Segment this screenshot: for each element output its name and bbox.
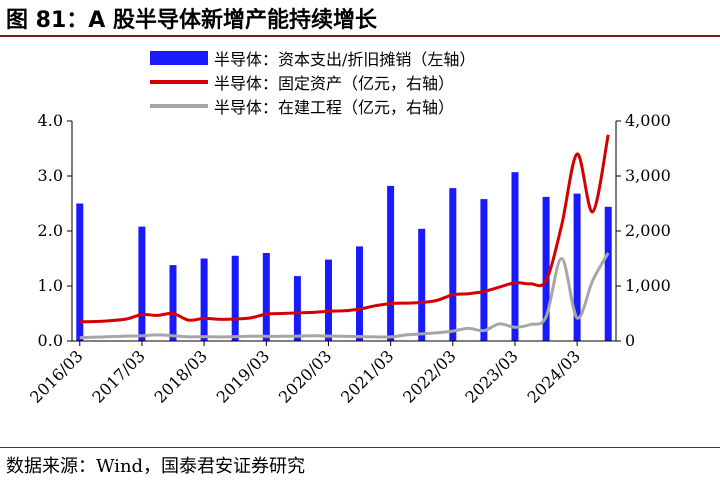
legend-item-capex: 半导体：资本支出/折旧摊销（左轴） xyxy=(150,46,475,70)
bar-capex xyxy=(604,206,612,341)
bar-capex xyxy=(138,226,146,341)
bar-capex xyxy=(200,258,208,341)
bar-capex xyxy=(573,193,581,341)
chart: 0.0 1.0 2.0 3.0 4.0 0 1,000 2,000 3,000 4,000 2016… xyxy=(26,111,671,407)
x-tick-label: 2021/03 xyxy=(337,346,397,406)
bar-capex xyxy=(511,172,519,341)
bar-capex xyxy=(418,228,426,341)
bar-capex xyxy=(356,246,363,341)
bar-capex xyxy=(293,276,301,341)
x-tick-label: 2023/03 xyxy=(461,346,521,406)
legend-item-construction: 半导体：在建工程（亿元，右轴） xyxy=(150,94,475,118)
x-tick-label: 2020/03 xyxy=(275,346,335,406)
bar-capex xyxy=(449,188,457,341)
legend-swatch-capex xyxy=(150,51,208,65)
right-tick-label: 3,000 xyxy=(625,166,671,185)
right-tick-label: 0 xyxy=(625,331,635,350)
bar-capex xyxy=(169,265,177,341)
legend-label-construction: 半导体：在建工程（亿元，右轴） xyxy=(214,98,455,117)
bar-capex xyxy=(325,259,332,341)
legend-item-fixed-assets: 半导体：固定资产（亿元，右轴） xyxy=(150,70,475,94)
right-tick-label: 2,000 xyxy=(625,221,671,240)
line-fixed-assets xyxy=(79,134,610,324)
bar-capex xyxy=(480,199,488,341)
bar-capex xyxy=(542,196,550,341)
x-tick-label: 2017/03 xyxy=(88,346,148,406)
x-tick-label: 2022/03 xyxy=(399,346,459,406)
x-tick-label: 2024/03 xyxy=(524,346,584,406)
x-tick-label: 2019/03 xyxy=(213,346,273,406)
legend-swatch-fixed-assets xyxy=(150,80,208,84)
x-tick-label: 2018/03 xyxy=(151,346,211,406)
bar-capex xyxy=(76,203,84,341)
left-tick-label: 0.0 xyxy=(38,331,63,350)
legend-label-fixed-assets: 半导体：固定资产（亿元，右轴） xyxy=(214,74,455,93)
chart-title: 图 81：A 股半导体新增产能持续增长 xyxy=(6,8,377,33)
legend-swatch-construction xyxy=(150,104,208,108)
source-divider xyxy=(0,447,720,448)
source-note: 数据来源：Wind，国泰君安证券研究 xyxy=(6,456,306,477)
left-tick-label: 3.0 xyxy=(38,166,63,185)
left-tick-label: 1.0 xyxy=(38,276,63,295)
title-divider xyxy=(0,35,720,37)
bar-capex xyxy=(262,253,270,341)
bar-capex xyxy=(387,185,395,341)
right-tick-label: 1,000 xyxy=(625,276,671,295)
line-construction xyxy=(79,252,610,340)
left-tick-label: 4.0 xyxy=(38,111,63,130)
left-tick-label: 2.0 xyxy=(38,221,63,240)
legend: 半导体：资本支出/折旧摊销（左轴） 半导体：固定资产（亿元，右轴） 半导体：在建… xyxy=(150,46,475,118)
legend-label-capex: 半导体：资本支出/折旧摊销（左轴） xyxy=(214,50,476,69)
x-tick-label: 2016/03 xyxy=(26,346,86,406)
bar-capex xyxy=(231,255,239,342)
right-tick-label: 4,000 xyxy=(625,111,671,130)
